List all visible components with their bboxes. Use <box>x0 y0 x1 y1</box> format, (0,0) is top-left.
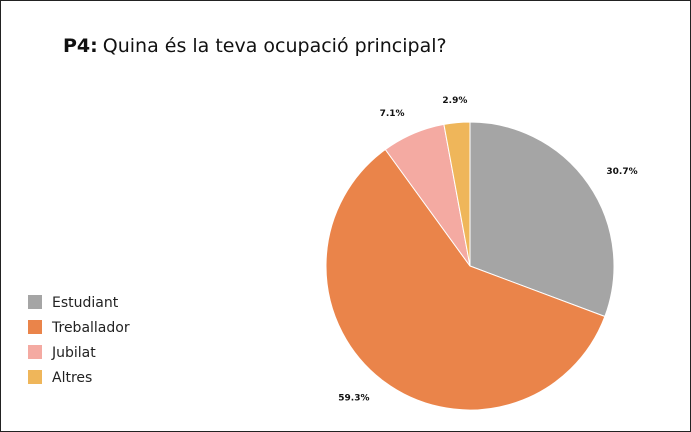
value-label: 59.3% <box>338 394 369 404</box>
legend-swatch <box>28 320 42 334</box>
legend-swatch <box>28 295 42 309</box>
legend-swatch <box>28 370 42 384</box>
pie-slice <box>325 148 606 411</box>
value-label: 30.7% <box>606 167 637 177</box>
pie-slice <box>469 121 615 318</box>
legend-label: Estudiant <box>52 295 119 311</box>
legend-label: Treballador <box>51 320 130 336</box>
legend-label: Jubilat <box>51 345 96 361</box>
pie-slice <box>443 121 471 267</box>
title-prefix: P4: <box>63 35 98 57</box>
title-text: Quina és la teva ocupació principal? <box>103 35 447 57</box>
chart-title: P4: Quina és la teva ocupació principal? <box>63 35 447 57</box>
legend-swatch <box>28 345 42 359</box>
legend-label: Altres <box>52 370 92 386</box>
value-label: 7.1% <box>380 109 405 119</box>
value-label: 2.9% <box>442 96 467 106</box>
